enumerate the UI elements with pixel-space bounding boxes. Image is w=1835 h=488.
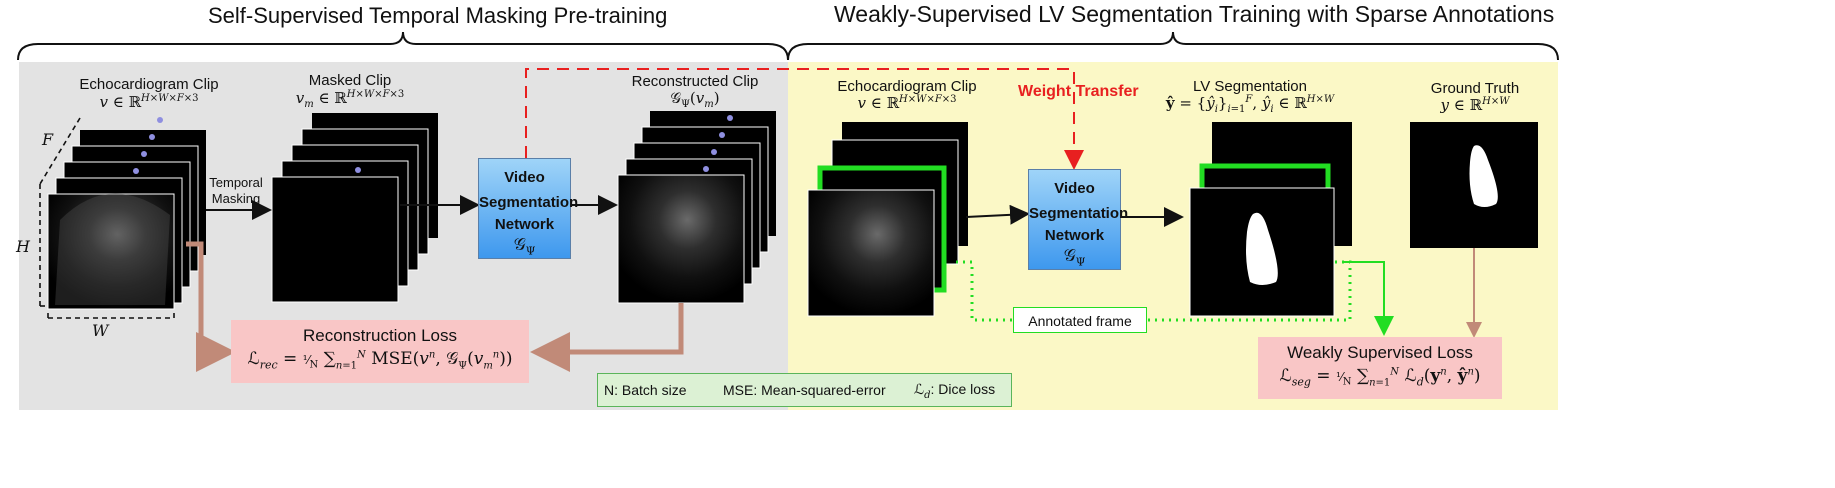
seg-input-to-network-arrow	[965, 204, 1030, 225]
seg-input-clip-math: v ∈ ℝH×W×F×3	[857, 94, 957, 112]
masking-label-line2: Masking	[211, 191, 261, 206]
legend-box: N: Batch size MSE: Mean-squared-error ℒd…	[597, 373, 1012, 407]
lv-mask-gt	[1469, 145, 1498, 207]
dim-h-label: H	[16, 237, 30, 256]
seg-input-frame-front	[807, 189, 935, 317]
pretrain-network-box: Video Segmentation Network 𝒢Ψ	[478, 158, 579, 259]
header-braces	[17, 31, 1559, 61]
seg-network-box: Video Segmentation Network 𝒢Ψ	[1028, 169, 1129, 270]
input-clip-stack	[47, 117, 206, 310]
lv-output-stack	[1189, 122, 1352, 317]
recon-clip-math: 𝒢Ψ(vm)	[670, 89, 720, 110]
pretraining-title: Self-Supervised Temporal Masking Pre-tra…	[208, 3, 668, 28]
seg-network-line3: Network	[1044, 227, 1105, 244]
recon-frame-front	[617, 174, 745, 304]
seg-input-clip-stack	[807, 122, 968, 317]
recon-clip-title: Reconstructed Clip	[631, 73, 759, 90]
dim-w-label: W	[92, 321, 109, 340]
lv-mask-pred	[1246, 212, 1278, 285]
masked-clip-stack	[271, 113, 438, 303]
seg-network-line2: Segmentation	[1029, 205, 1129, 222]
lv-output-math: ŷ = {ŷi}i=1F, ŷi ∈ ℝH×W	[1165, 94, 1335, 115]
seg-loss-title: Weakly Supervised Loss	[1287, 343, 1473, 362]
masking-label-line1: Temporal	[209, 175, 263, 190]
masked-clip-title: Masked Clip	[308, 72, 392, 89]
seg-input-clip-title: Echocardiogram Clip	[837, 78, 977, 95]
annotated-dotted-left	[956, 260, 1012, 322]
legend-mse: MSE: Mean-squared-error	[723, 382, 886, 398]
pretrain-network-symbol: 𝒢Ψ	[513, 235, 536, 258]
seg-loss-formula: ℒseg = ¹⁄N ∑n=1N ℒd(yn, ŷn)	[1279, 366, 1481, 389]
reconstructed-clip-stack	[617, 111, 776, 304]
gt-title: Ground Truth	[1430, 80, 1520, 97]
gt-math: y ∈ ℝH×W	[1440, 96, 1510, 114]
masked-clip-math: vm ∈ ℝH×W×F×3	[295, 89, 405, 110]
seg-network-symbol: 𝒢Ψ	[1063, 246, 1086, 269]
segmentation-brace	[787, 31, 1559, 61]
pretrain-network-line3: Network	[494, 216, 555, 233]
seg-loss-box: Weakly Supervised Loss ℒseg = ¹⁄N ∑n=1N …	[1258, 337, 1502, 399]
reconstruction-loss-box: Reconstruction Loss ℒrec = ¹⁄N ∑n=1N MSE…	[231, 320, 529, 383]
input-to-loss-arrow	[186, 241, 236, 372]
weight-transfer-label: Weight Transfer	[1018, 83, 1139, 100]
reconstruction-loss-title: Reconstruction Loss	[302, 326, 458, 345]
lv-output-title: LV Segmentation	[1193, 78, 1307, 95]
recon-to-loss-arrow	[530, 303, 684, 372]
reconstruction-loss-formula: ℒrec = ¹⁄N ∑n=1N MSE(vn, 𝒢Ψ(vmn))	[247, 349, 513, 372]
annotated-dotted-right	[1148, 260, 1352, 322]
pretraining-brace	[17, 31, 789, 61]
legend-dice: ℒd: Dice loss	[914, 381, 996, 401]
dim-f-label: F	[42, 130, 54, 149]
pretrain-network-line1: Video	[504, 169, 545, 186]
annotated-frame-label: Annotated frame	[1013, 307, 1147, 333]
weight-transfer-arrow	[525, 68, 1084, 170]
pretrain-network-line2: Segmentation	[479, 194, 579, 211]
segmentation-title: Weakly-Supervised LV Segmentation Traini…	[834, 1, 1555, 27]
legend-batch: N: Batch size	[604, 382, 687, 398]
seg-network-line1: Video	[1054, 180, 1095, 197]
ground-truth-frame	[1410, 122, 1538, 248]
output-to-seg-loss-arrow	[1344, 261, 1394, 336]
input-frame-front	[47, 193, 175, 310]
input-clip-math: v ∈ ℝH×W×F×3	[99, 93, 199, 111]
input-clip-title: Echocardiogram Clip	[79, 76, 219, 93]
clip-dimensions	[39, 117, 175, 319]
